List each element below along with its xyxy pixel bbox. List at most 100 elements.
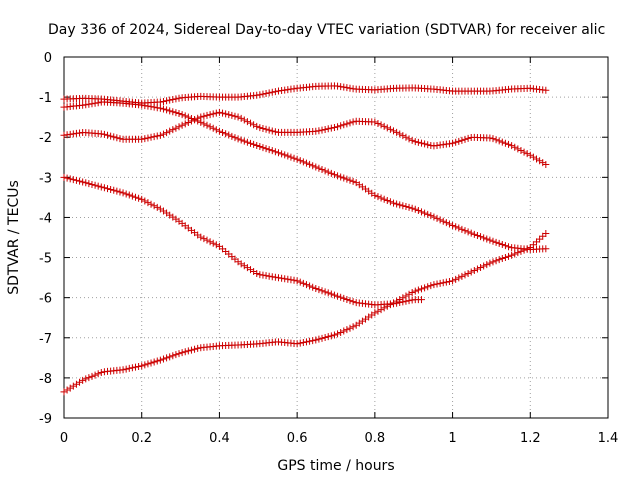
data-point	[169, 108, 177, 116]
data-point	[390, 127, 398, 135]
data-point	[492, 136, 500, 144]
data-point	[274, 149, 282, 157]
data-point	[243, 264, 251, 272]
data-point	[421, 284, 429, 292]
data-point	[408, 136, 416, 144]
data-point	[461, 135, 469, 143]
plot-frame	[63, 56, 609, 419]
data-point	[340, 294, 348, 302]
data-point	[458, 225, 466, 233]
data-point	[536, 157, 544, 165]
series-satellite-b	[60, 98, 550, 254]
data-point	[60, 173, 68, 181]
data-point	[386, 198, 394, 206]
data-point	[159, 355, 167, 363]
data-point	[306, 160, 314, 168]
data-point	[256, 124, 264, 132]
data-point	[119, 189, 127, 197]
x-tick-labels: 0 0.2 0.4 0.6 0.8 1 1.2 1.4	[60, 431, 618, 446]
data-point	[215, 127, 223, 135]
data-point	[517, 247, 525, 255]
data-point	[321, 125, 329, 133]
data-point	[386, 125, 394, 133]
data-point	[209, 124, 217, 132]
data-point	[178, 349, 186, 357]
data-point	[424, 283, 432, 291]
data-point	[492, 257, 500, 265]
data-point	[302, 159, 310, 167]
data-point	[473, 265, 481, 273]
data-point	[383, 302, 391, 310]
data-point	[169, 96, 177, 104]
data-point	[240, 137, 248, 145]
data-point	[265, 126, 273, 134]
data-point	[542, 160, 550, 168]
data-point	[253, 122, 261, 130]
data-point	[172, 95, 180, 103]
data-point	[312, 285, 320, 293]
data-point	[169, 126, 177, 134]
data-point	[110, 186, 118, 194]
data-point	[172, 109, 180, 117]
data-point	[116, 135, 124, 143]
data-point	[486, 236, 494, 244]
data-point	[296, 278, 304, 286]
data-point	[147, 200, 155, 208]
data-point	[455, 224, 463, 232]
data-point	[408, 289, 416, 297]
data-point	[225, 111, 233, 119]
data-point	[271, 148, 279, 156]
data-point	[256, 143, 264, 151]
data-point	[374, 193, 382, 201]
data-point	[374, 307, 382, 315]
data-point	[191, 345, 199, 353]
y-tick-label: -8	[39, 372, 52, 387]
data-point	[97, 369, 105, 377]
data-point	[150, 103, 158, 111]
data-point	[321, 167, 329, 175]
data-point	[259, 271, 267, 279]
data-point	[455, 274, 463, 282]
data-point	[131, 193, 139, 201]
data-point	[268, 127, 276, 135]
data-point	[498, 138, 506, 146]
data-point	[234, 135, 242, 143]
data-point	[449, 221, 457, 229]
data-point	[411, 205, 419, 213]
data-point	[97, 130, 105, 138]
data-point	[433, 214, 441, 222]
data-point	[302, 281, 310, 289]
data-point	[542, 245, 550, 253]
data-point	[91, 371, 99, 379]
data-point	[200, 120, 208, 128]
data-point	[445, 277, 453, 285]
data-point	[402, 133, 410, 141]
data-point	[405, 135, 413, 143]
data-point	[523, 150, 531, 158]
data-point	[138, 135, 146, 143]
data-point	[181, 348, 189, 356]
series-satellite-d	[60, 173, 425, 309]
data-point	[542, 86, 550, 94]
data-point	[312, 336, 320, 344]
x-tick-label: 1	[448, 431, 456, 446]
data-point	[511, 143, 519, 151]
data-point	[88, 100, 96, 108]
data-point	[147, 133, 155, 141]
data-point	[194, 114, 202, 122]
data-point	[175, 110, 183, 118]
data-point	[495, 239, 503, 247]
data-point	[219, 128, 227, 136]
data-point	[228, 132, 236, 140]
data-point	[147, 359, 155, 367]
data-point	[318, 287, 326, 295]
data-point	[486, 259, 494, 267]
data-point	[458, 272, 466, 280]
data-point	[498, 255, 506, 263]
data-point	[417, 208, 425, 216]
data-point	[337, 173, 345, 181]
data-point	[337, 293, 345, 301]
data-point	[240, 116, 248, 124]
data-point	[411, 287, 419, 295]
data-point	[125, 191, 133, 199]
